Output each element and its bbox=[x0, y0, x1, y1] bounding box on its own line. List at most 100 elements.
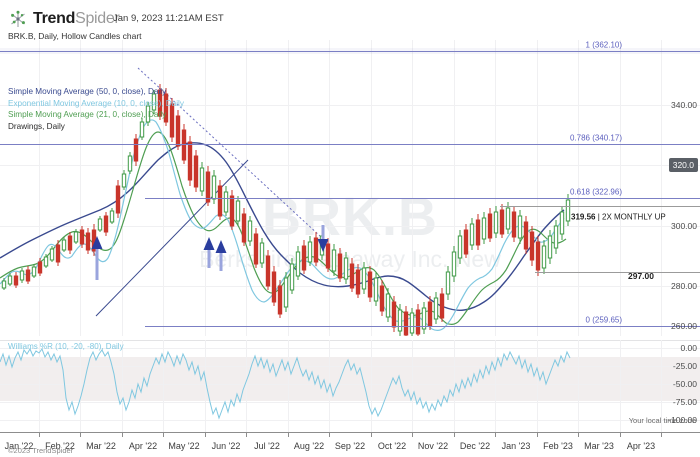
indicator-legend: Simple Moving Average (50, 0, close), Da… bbox=[8, 86, 184, 132]
fib-line-0786[interactable] bbox=[0, 144, 700, 145]
gridline-horizontal bbox=[0, 384, 700, 385]
time-axis-label: Mar '23 bbox=[584, 441, 614, 451]
gridline-vertical bbox=[39, 40, 40, 336]
gridline-vertical bbox=[371, 340, 372, 432]
fib-line-1[interactable] bbox=[0, 51, 700, 52]
fib-line-0[interactable] bbox=[145, 326, 700, 327]
pane-divider bbox=[0, 340, 700, 341]
gridline-vertical bbox=[537, 340, 538, 432]
time-axis-label: Apr '23 bbox=[626, 441, 656, 451]
time-axis-label: May '22 bbox=[168, 441, 200, 451]
gridline-vertical bbox=[537, 40, 538, 336]
williams-axis-label: -75.00 bbox=[672, 397, 697, 407]
gridline-vertical bbox=[246, 40, 247, 336]
legend-item-drawings[interactable]: Drawings, Daily bbox=[8, 121, 65, 131]
gridline-vertical bbox=[329, 40, 330, 336]
gridline-horizontal bbox=[0, 165, 700, 166]
trade-annotation-value: 319.56 bbox=[571, 212, 596, 222]
sma21-line bbox=[0, 131, 567, 325]
trade-annotation: 319.56 | 2X MONTHLY UP bbox=[571, 213, 666, 222]
gridline-vertical bbox=[412, 40, 413, 336]
time-axis-label: Jul '22 bbox=[254, 441, 280, 451]
time-axis-label: Nov '22 bbox=[417, 441, 449, 451]
gridline-horizontal bbox=[0, 105, 700, 106]
trade-annotation-text: | 2X MONTHLY UP bbox=[595, 212, 666, 222]
candlestick-series bbox=[1, 84, 571, 336]
legend-item-sma21[interactable]: Simple Moving Average (21, 0, close), Da… bbox=[8, 110, 167, 120]
time-axis-label: Mar '22 bbox=[86, 441, 116, 451]
williams-r-legend[interactable]: Williams %R (10, -20, -80), Daily bbox=[8, 342, 124, 351]
level-line-319[interactable] bbox=[500, 206, 700, 207]
gridline-vertical bbox=[122, 340, 123, 432]
price-chart-pane[interactable]: BRK.B Berkshire Hathaway Inc. New bbox=[0, 40, 700, 336]
gridline-horizontal bbox=[0, 420, 700, 421]
williams-r-series-svg bbox=[0, 347, 571, 420]
price-series-svg bbox=[0, 67, 571, 336]
gridline-vertical bbox=[163, 340, 164, 432]
gridline-horizontal bbox=[0, 348, 700, 349]
time-axis-label: Apr '22 bbox=[128, 441, 158, 451]
fib-label-0618: 0.618 (322.96) bbox=[569, 187, 622, 197]
gridline-horizontal bbox=[0, 226, 700, 227]
legend-item-ema10[interactable]: Exponential Moving Average (10, 0, close… bbox=[8, 98, 184, 108]
time-axis-label: Jan '22 bbox=[4, 441, 34, 451]
gridline-vertical bbox=[39, 340, 40, 432]
gridline-vertical bbox=[412, 340, 413, 432]
brand-text: TrendSpider bbox=[33, 9, 120, 29]
brand-name-light: Spider bbox=[75, 10, 120, 27]
gridline-vertical bbox=[495, 340, 496, 432]
williams-axis-label: 0.00 bbox=[680, 343, 697, 353]
time-axis-label: Feb '23 bbox=[543, 441, 573, 451]
fib-label-0: 0 (259.65) bbox=[585, 315, 622, 325]
williams-r-line bbox=[0, 347, 571, 420]
gridline-vertical bbox=[288, 40, 289, 336]
gridline-vertical bbox=[205, 40, 206, 336]
price-axis-label: 260.00 bbox=[671, 321, 697, 331]
arrow-up-marker bbox=[91, 236, 103, 280]
williams-r-pane[interactable]: Williams %R (10, -20, -80), Daily 0.00 -… bbox=[0, 340, 700, 432]
oversold-overbought-band bbox=[0, 357, 700, 401]
arrow-down-marker bbox=[317, 225, 329, 252]
gridline-vertical bbox=[661, 340, 662, 432]
gridline-vertical bbox=[80, 340, 81, 432]
williams-axis-label: -50.00 bbox=[672, 379, 697, 389]
fib-line-0618[interactable] bbox=[145, 198, 700, 199]
williams-axis-label: -25.00 bbox=[672, 361, 697, 371]
axis-baseline bbox=[0, 432, 700, 433]
gridline-vertical bbox=[288, 340, 289, 432]
arrow-up-marker bbox=[215, 240, 227, 271]
gridline-vertical bbox=[371, 40, 372, 336]
time-axis-label: Oct '22 bbox=[377, 441, 407, 451]
time-axis[interactable]: Jan '22 Feb '22 Mar '22 Apr '22 May '22 … bbox=[0, 432, 700, 457]
gridline-vertical bbox=[205, 340, 206, 432]
trendspider-logo-icon bbox=[11, 10, 25, 27]
time-axis-label: Jan '23 bbox=[501, 441, 531, 451]
support-trendline bbox=[95, 159, 249, 317]
gridline-vertical bbox=[246, 340, 247, 432]
copyright-notice: ©2023 TrendSpider bbox=[8, 446, 74, 455]
level-label-297: 297.00 bbox=[628, 271, 654, 281]
gridline-vertical bbox=[80, 40, 81, 336]
brand-name-bold: Trend bbox=[33, 10, 76, 27]
chart-subtitle: BRK.B, Daily, Hollow Candles chart bbox=[8, 31, 142, 41]
price-axis-label: 340.00 bbox=[671, 100, 697, 110]
gridline-vertical bbox=[661, 40, 662, 336]
time-axis-label: Dec '22 bbox=[459, 441, 491, 451]
price-axis-label: 280.00 bbox=[671, 281, 697, 291]
gridline-vertical bbox=[620, 340, 621, 432]
brand-logo: TrendSpider bbox=[8, 9, 120, 29]
time-axis-label: Aug '22 bbox=[293, 441, 325, 451]
gridline-vertical bbox=[578, 40, 579, 336]
legend-item-sma50[interactable]: Simple Moving Average (50, 0, close), Da… bbox=[8, 87, 167, 96]
dotted-trendline bbox=[137, 67, 321, 237]
gridline-vertical bbox=[620, 40, 621, 336]
time-axis-label: Jun '22 bbox=[211, 441, 241, 451]
signal-markers bbox=[91, 225, 329, 280]
williams-axis-label: -100.00 bbox=[668, 415, 697, 425]
time-axis-label: Sep '22 bbox=[334, 441, 366, 451]
price-axis-label: 300.00 bbox=[671, 221, 697, 231]
last-price-tag[interactable]: 320.0 bbox=[668, 158, 698, 172]
chart-header: TrendSpider Jan 9, 2023 11:21AM EST BRK.… bbox=[0, 0, 700, 41]
timezone-note: Your local time zone bbox=[628, 416, 696, 425]
level-line-297[interactable] bbox=[535, 272, 700, 273]
